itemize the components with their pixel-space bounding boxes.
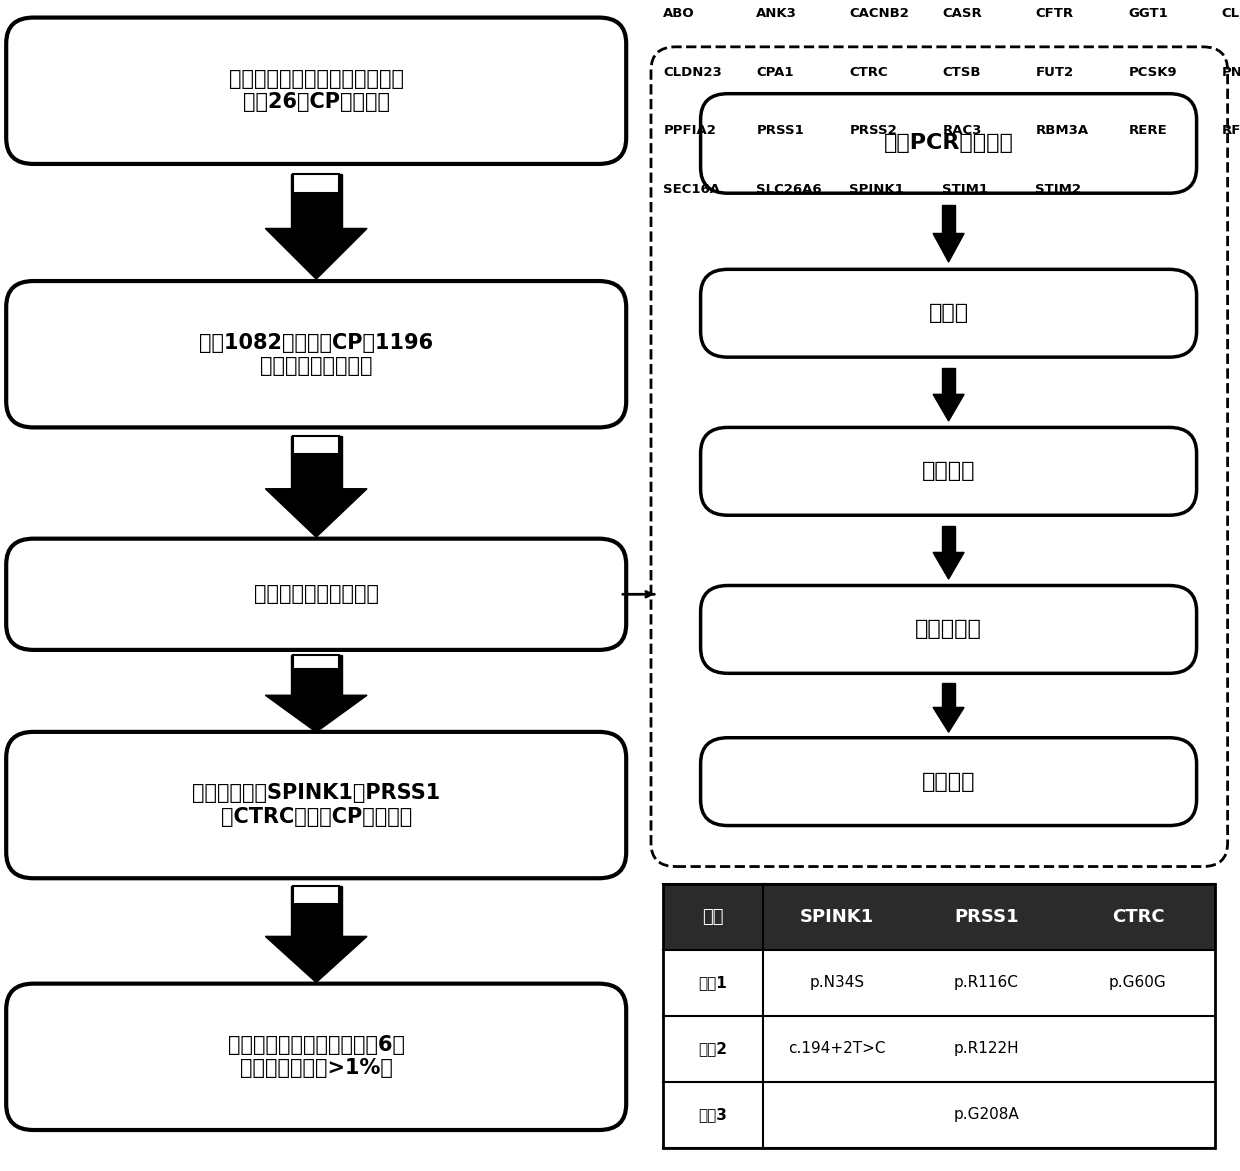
Text: CLDN23: CLDN23: [663, 66, 722, 78]
Bar: [663, 884, 1215, 950]
Text: RERE: RERE: [1128, 124, 1167, 137]
Polygon shape: [290, 656, 342, 696]
Polygon shape: [265, 937, 367, 982]
Bar: [663, 884, 1215, 1148]
Polygon shape: [265, 488, 367, 537]
FancyBboxPatch shape: [6, 984, 626, 1130]
Polygon shape: [942, 683, 955, 707]
Text: RAC3: RAC3: [942, 124, 982, 137]
Text: RBM3A: RBM3A: [1035, 124, 1089, 137]
Text: 上机测序: 上机测序: [921, 772, 976, 792]
Text: 入选1082例特发性CP和1196
例健康对照全血标本: 入选1082例特发性CP和1196 例健康对照全血标本: [200, 333, 433, 376]
FancyBboxPatch shape: [6, 539, 626, 650]
Text: STIM1: STIM1: [942, 183, 988, 196]
Polygon shape: [942, 368, 955, 395]
Text: 二代扩增子法靶向测序: 二代扩增子法靶向测序: [254, 584, 378, 604]
Text: SPINK1: SPINK1: [849, 183, 904, 196]
Text: p.G60G: p.G60G: [1109, 975, 1167, 991]
Polygon shape: [942, 526, 955, 553]
Bar: [294, 437, 339, 454]
Bar: [294, 656, 339, 669]
FancyBboxPatch shape: [6, 281, 626, 427]
Text: CASR: CASR: [942, 7, 982, 20]
Text: PNLIP: PNLIP: [1221, 66, 1240, 78]
Text: CTRC: CTRC: [1111, 908, 1164, 926]
Text: 结合前期测序结果和文献报道，
纳入26个CP候选基因: 结合前期测序结果和文献报道， 纳入26个CP候选基因: [228, 69, 404, 112]
Text: CFTR: CFTR: [1035, 7, 1074, 20]
Text: PPFIA2: PPFIA2: [663, 124, 717, 137]
Text: SLC26A6: SLC26A6: [756, 183, 822, 196]
Polygon shape: [290, 173, 342, 228]
Polygon shape: [932, 395, 963, 422]
Polygon shape: [265, 228, 367, 279]
Text: ABO: ABO: [663, 7, 696, 20]
Text: p.G208A: p.G208A: [954, 1107, 1019, 1122]
Text: CLDN2: CLDN2: [1221, 7, 1240, 20]
Text: 突变2: 突变2: [698, 1041, 728, 1056]
Text: 建立文库: 建立文库: [921, 461, 976, 481]
Polygon shape: [265, 696, 367, 732]
FancyBboxPatch shape: [701, 738, 1197, 826]
Bar: [294, 886, 339, 904]
Text: PRSS1: PRSS1: [756, 124, 805, 137]
FancyBboxPatch shape: [701, 269, 1197, 357]
Text: SPINK1: SPINK1: [800, 908, 874, 926]
Text: 统计分析确定有显著差异的6个
常见致病突变（>1%）: 统计分析确定有显著差异的6个 常见致病突变（>1%）: [228, 1035, 404, 1078]
FancyBboxPatch shape: [701, 94, 1197, 193]
Text: CACNB2: CACNB2: [849, 7, 909, 20]
Polygon shape: [942, 205, 955, 233]
Text: RFT1: RFT1: [1221, 124, 1240, 137]
FancyBboxPatch shape: [701, 586, 1197, 673]
Text: 基因: 基因: [702, 908, 724, 926]
Text: GGT1: GGT1: [1128, 7, 1168, 20]
Polygon shape: [932, 553, 963, 580]
Text: p.R116C: p.R116C: [954, 975, 1018, 991]
Bar: [294, 173, 339, 192]
Text: p.N34S: p.N34S: [810, 975, 864, 991]
Text: CPA1: CPA1: [756, 66, 794, 78]
Text: ANK3: ANK3: [756, 7, 797, 20]
Polygon shape: [290, 437, 342, 488]
Text: 突变1: 突变1: [698, 975, 728, 991]
Text: 定量与纯化: 定量与纯化: [915, 619, 982, 639]
Polygon shape: [932, 707, 963, 732]
Text: 多重PCR引物设计: 多重PCR引物设计: [884, 133, 1013, 153]
Text: c.194+2T>C: c.194+2T>C: [789, 1041, 885, 1056]
Text: FUT2: FUT2: [1035, 66, 1074, 78]
FancyBboxPatch shape: [6, 732, 626, 878]
FancyBboxPatch shape: [6, 18, 626, 164]
Polygon shape: [290, 886, 342, 937]
Text: 统计分析发现SPINK1、PRSS1
和CTRC为主要CP致病基因: 统计分析发现SPINK1、PRSS1 和CTRC为主要CP致病基因: [192, 783, 440, 827]
Text: PCSK9: PCSK9: [1128, 66, 1177, 78]
Text: SEC16A: SEC16A: [663, 183, 720, 196]
Text: 突变3: 突变3: [698, 1107, 728, 1122]
Text: PRSS1: PRSS1: [954, 908, 1018, 926]
Text: CTRC: CTRC: [849, 66, 888, 78]
Text: p.R122H: p.R122H: [954, 1041, 1019, 1056]
FancyBboxPatch shape: [701, 427, 1197, 515]
Text: STIM2: STIM2: [1035, 183, 1081, 196]
Text: CTSB: CTSB: [942, 66, 981, 78]
Text: PRSS2: PRSS2: [849, 124, 898, 137]
Text: 预扩增: 预扩增: [929, 303, 968, 323]
Polygon shape: [932, 233, 963, 262]
